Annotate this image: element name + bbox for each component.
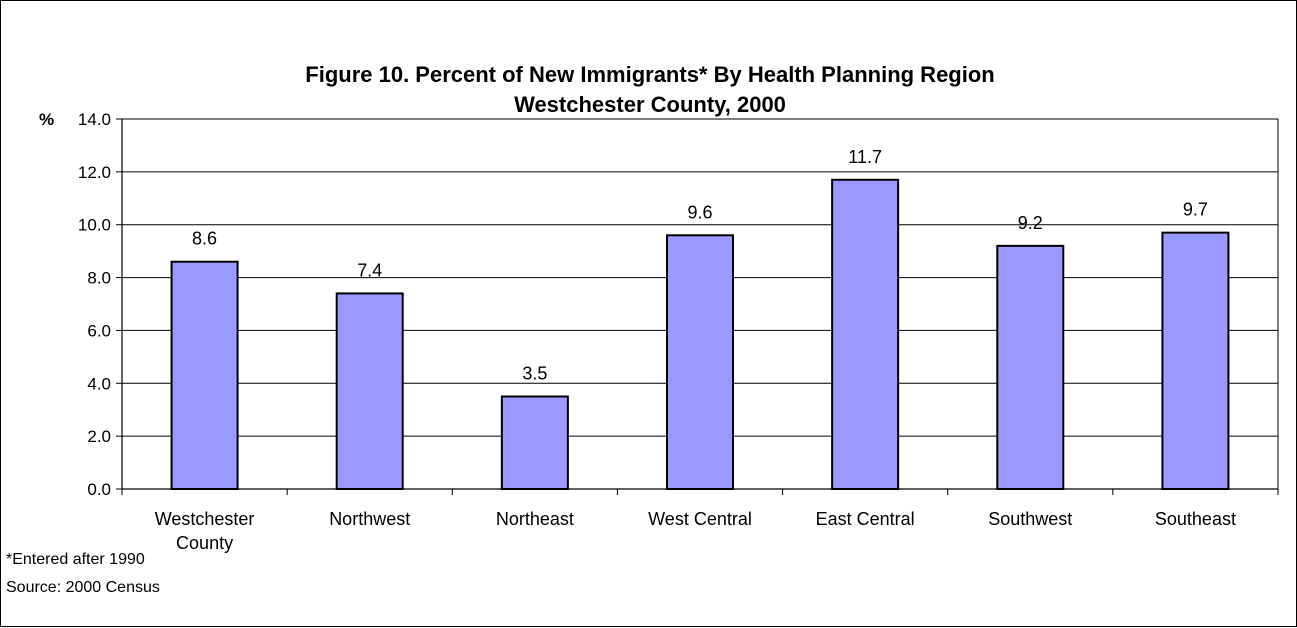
bars <box>170 178 1230 491</box>
category-label: West Central <box>648 509 752 529</box>
y-tick-label: 14.0 <box>78 110 111 129</box>
data-label: 11.7 <box>848 147 882 167</box>
category-label: Southeast <box>1155 509 1236 529</box>
data-label: 3.5 <box>522 364 547 384</box>
data-label: 9.7 <box>1183 200 1208 220</box>
footnote: *Entered after 1990 <box>6 551 145 568</box>
chart-subtitle: Westchester County, 2000 <box>514 92 786 117</box>
data-label: 7.4 <box>357 260 382 280</box>
category-label: Westchester <box>155 509 255 529</box>
source-note: Source: 2000 Census <box>6 579 160 596</box>
y-tick-label: 4.0 <box>87 374 111 393</box>
data-label: 8.6 <box>192 229 217 249</box>
y-tick-label: 12.0 <box>78 163 111 182</box>
y-axis-label: % <box>39 110 54 129</box>
y-tick-label: 8.0 <box>87 269 111 288</box>
y-tick-label: 2.0 <box>87 427 111 446</box>
axes <box>116 118 1279 495</box>
bar <box>500 395 569 490</box>
data-label: 9.6 <box>687 202 712 222</box>
bar <box>1161 231 1230 490</box>
chart-title: Figure 10. Percent of New Immigrants* By… <box>305 62 994 87</box>
data-label: 9.2 <box>1018 213 1043 233</box>
category-label: East Central <box>816 509 915 529</box>
y-tick-label: 10.0 <box>78 216 111 235</box>
bar <box>831 178 900 491</box>
labels: 0.0 2.0 4.0 6.0 8.0 10.0 12.0 14.0% 8.6 Westchest… <box>39 110 1236 553</box>
y-tick-label: 0.0 <box>87 480 111 499</box>
category-label: Southwest <box>988 509 1072 529</box>
bar <box>335 292 404 490</box>
category-label: County <box>176 533 233 553</box>
y-tick-label: 6.0 <box>87 321 111 340</box>
bar <box>666 234 734 490</box>
category-label: Northwest <box>329 509 410 529</box>
bar <box>170 260 239 491</box>
bar <box>996 244 1065 490</box>
category-label: Northeast <box>496 509 574 529</box>
